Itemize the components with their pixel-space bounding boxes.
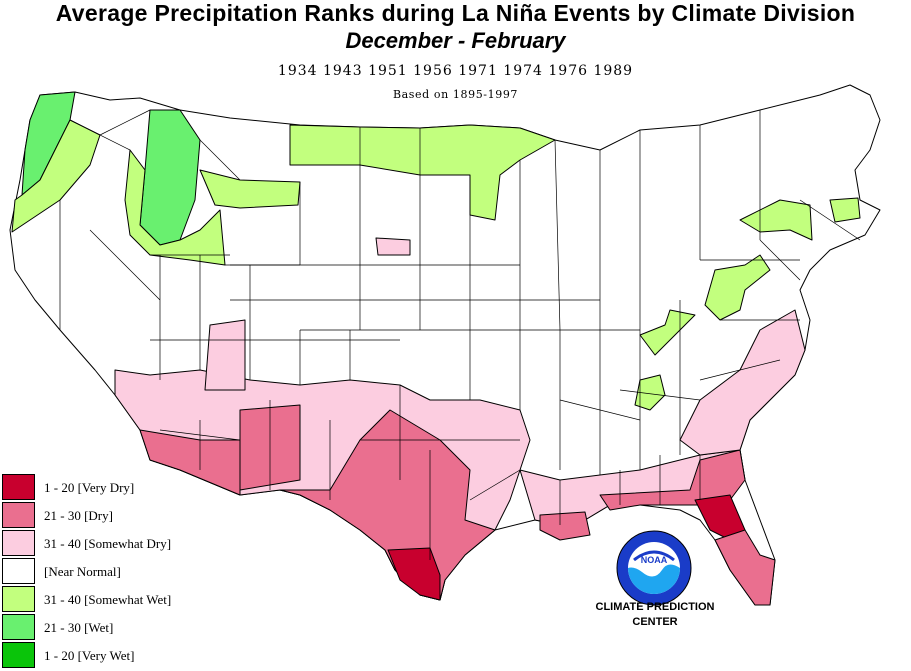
legend-item-somewhat-wet: 31 - 40 [Somewhat Wet]: [2, 586, 202, 614]
legend-label: [Near Normal]: [44, 564, 121, 579]
region-wa-somewhat-wet: [11, 119, 101, 233]
region-id-somewhat-wet: [124, 149, 226, 266]
climate-prediction-center-label: CLIMATE PREDICTION CENTER: [575, 600, 735, 630]
region-ky-somewhat-wet: [639, 309, 696, 356]
legend-item-wet: 21 - 30 [Wet]: [2, 614, 202, 642]
legend-swatch: [2, 586, 35, 612]
region-ne-small-somewhat-dry: [375, 237, 411, 256]
legend-swatch: [2, 642, 35, 668]
svg-text:NOAA: NOAA: [641, 555, 668, 565]
legend-item-dry: 21 - 30 [Dry]: [2, 502, 202, 530]
region-nd-somewhat-wet: [289, 124, 556, 221]
region-ga-dry: [599, 449, 746, 511]
legend-item-near-normal: [Near Normal]: [2, 558, 202, 586]
region-fl-dry: [714, 529, 776, 606]
map-title: Average Precipitation Ranks during La Ni…: [55, 0, 856, 26]
legend-label: 31 - 40 [Somewhat Dry]: [44, 536, 172, 551]
legend-swatch: [2, 474, 35, 500]
legend-label: 21 - 30 [Wet]: [44, 620, 114, 635]
region-ne-somewhat-wet: [829, 197, 861, 223]
legend-label: 31 - 40 [Somewhat Wet]: [44, 592, 172, 607]
region-oh-somewhat-wet: [704, 254, 771, 321]
division-lines: [59, 109, 861, 560]
legend-label: 1 - 20 [Very Wet]: [44, 648, 135, 663]
cpc-line1: CLIMATE PREDICTION: [595, 601, 715, 613]
region-carolinas-somewhat-dry: [679, 309, 806, 456]
region-tx-very-dry: [387, 547, 441, 601]
region-ms-somewhat-wet: [634, 374, 666, 411]
legend-swatch: [2, 558, 35, 584]
region-la-dry: [539, 511, 591, 541]
cpc-line2: CENTER: [632, 616, 678, 628]
legend-swatch: [2, 530, 35, 556]
la-nina-years: 1934 1943 1951 1956 1971 1974 1976 1989: [277, 63, 634, 79]
region-nv-somewhat-dry: [204, 319, 246, 391]
noaa-logo-icon: NOAA: [616, 530, 692, 606]
legend-swatch: [2, 614, 35, 640]
legend-item-somewhat-dry: 31 - 40 [Somewhat Dry]: [2, 530, 202, 558]
legend-item-very-dry: 1 - 20 [Very Dry]: [2, 474, 202, 502]
region-tx-dry: [279, 409, 496, 601]
legend-swatch: [2, 502, 35, 528]
legend-label: 1 - 20 [Very Dry]: [44, 480, 135, 495]
map-subtitle: December - February: [345, 28, 566, 53]
base-period: Based on 1895-1997: [392, 88, 519, 101]
legend-label: 21 - 30 [Dry]: [44, 508, 113, 523]
legend-item-very-wet: 1 - 20 [Very Wet]: [2, 642, 202, 670]
